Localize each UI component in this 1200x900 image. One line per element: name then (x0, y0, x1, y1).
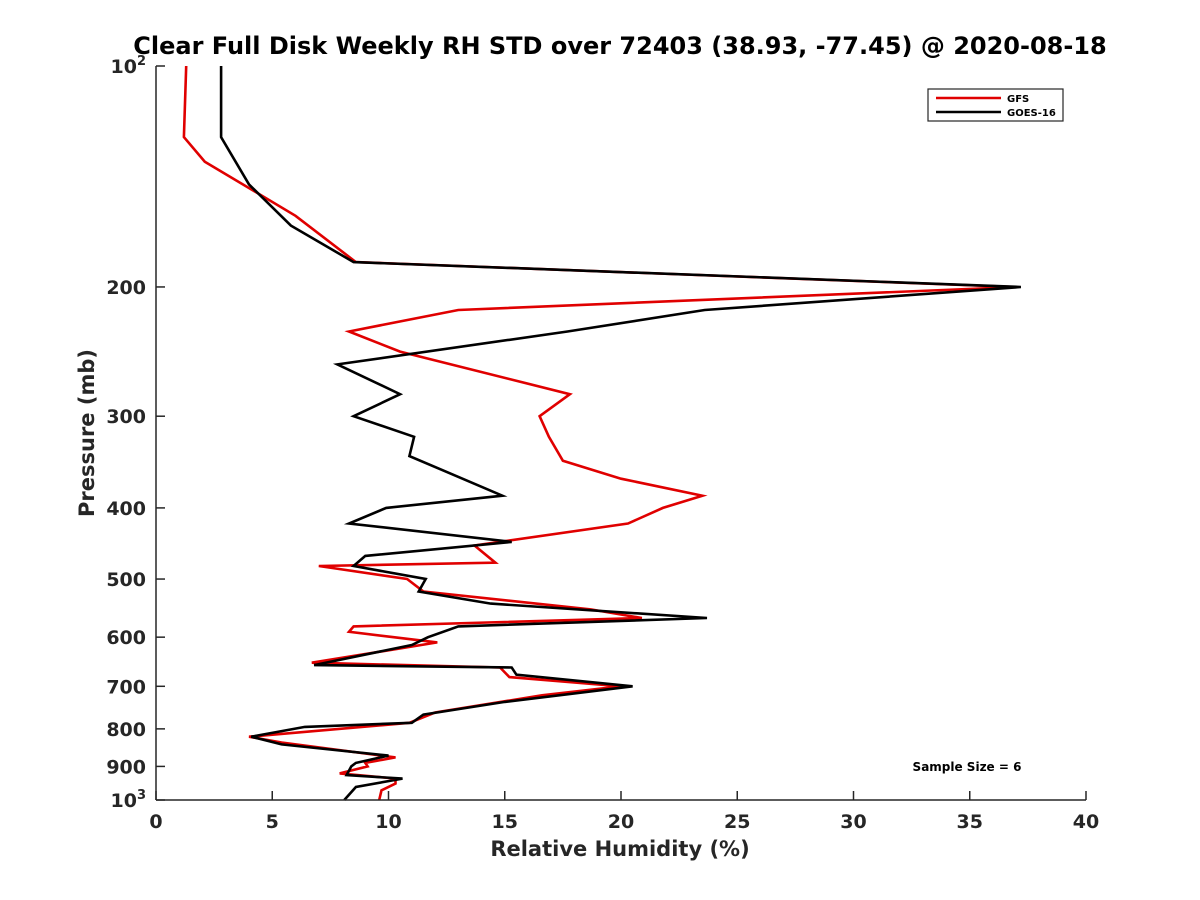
x-axis-label: Relative Humidity (%) (490, 837, 749, 861)
legend-label: GOES-16 (1007, 108, 1056, 119)
x-tick-label: 15 (492, 811, 518, 833)
y-tick-label: 102 (111, 54, 147, 78)
y-tick-label: 600 (106, 627, 146, 649)
y-tick-label: 700 (106, 676, 146, 698)
y-axis-ticks: 102 200 300 400 500 600 700 800 900 103 (106, 54, 165, 812)
x-tick-label: 20 (608, 811, 634, 833)
y-tick-label: 103 (111, 788, 147, 812)
y-tick-label: 400 (106, 498, 146, 520)
chart-title: Clear Full Disk Weekly RH STD over 72403… (133, 32, 1106, 60)
y-tick-label: 200 (106, 277, 146, 299)
x-tick-label: 40 (1073, 811, 1099, 833)
x-tick-label: 25 (724, 811, 750, 833)
legend-label: GFS (1007, 94, 1029, 105)
y-tick-label: 500 (106, 569, 146, 591)
sample-size-annotation: Sample Size = 6 (913, 760, 1022, 774)
legend-box (927, 88, 1064, 122)
x-tick-label: 30 (840, 811, 866, 833)
x-tick-label: 10 (375, 811, 401, 833)
series-line-goes-16 (219, 66, 1021, 801)
y-tick-label: 800 (106, 719, 146, 741)
x-axis-ticks: 0 5 10 15 20 25 30 35 40 (149, 791, 1099, 833)
x-tick-label: 35 (957, 811, 983, 833)
x-tick-label: 0 (149, 811, 162, 833)
y-tick-label: 300 (106, 406, 146, 428)
y-tick-label: 900 (106, 756, 146, 778)
x-tick-label: 5 (266, 811, 279, 833)
y-axis-label: Pressure (mb) (75, 349, 99, 517)
legend: GFS GOES-16 (927, 88, 1064, 122)
plot-lines (182, 65, 1021, 801)
